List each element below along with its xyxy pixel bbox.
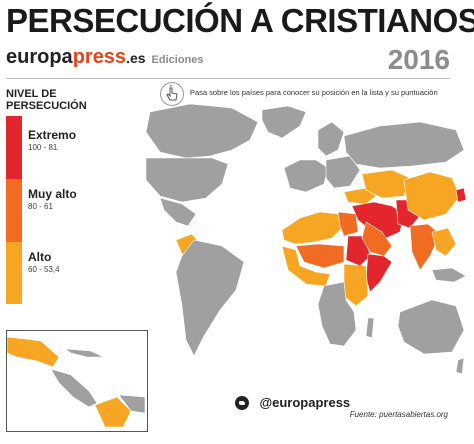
legend-item-very-high: Muy alto 80 - 61 [28, 187, 108, 211]
map-central-asia[interactable] [361, 169, 411, 199]
twitter-handle[interactable]: @europapress [235, 394, 350, 412]
brand-logo: europapress.es Ediciones [6, 46, 204, 69]
brand-part-3: .es [126, 50, 146, 66]
legend-swatch-high [6, 242, 22, 304]
header-divider [6, 78, 450, 79]
twitter-icon [235, 395, 249, 410]
legend-title-line-2: PERSECUCIÓN [6, 100, 87, 112]
map-western-europe[interactable] [283, 159, 329, 193]
twitter-text: @europapress [259, 395, 351, 411]
map-mexico[interactable] [159, 197, 197, 227]
map-west-africa[interactable] [281, 245, 331, 287]
legend-title-line-1: NIVEL DE [6, 88, 57, 100]
brand-sub: Ediciones [151, 54, 204, 66]
map-southeast-asia[interactable] [431, 227, 457, 257]
legend-label: Muy alto [28, 187, 77, 201]
page-title: PERSECUCIÓN A CRISTIANOS [6, 2, 474, 39]
map-canada[interactable] [145, 103, 259, 159]
legend-swatch-very-high [6, 179, 22, 242]
map-new-zealand[interactable] [455, 357, 465, 375]
map-middle-east-extreme[interactable] [351, 201, 405, 239]
brand-part-1: europa [6, 46, 73, 68]
map-scandinavia[interactable] [317, 121, 345, 157]
map-sahel[interactable] [295, 243, 345, 269]
map-indonesia[interactable] [431, 267, 467, 283]
central-america-inset[interactable] [6, 330, 148, 432]
inset-cuba[interactable] [63, 348, 104, 358]
hint-text: Pasa sobre los países para conocer su po… [190, 88, 438, 97]
map-turkey[interactable] [343, 187, 377, 205]
map-horn-of-africa[interactable] [365, 253, 393, 293]
map-east-africa[interactable] [343, 263, 369, 307]
legend-swatch-extreme [6, 116, 22, 179]
legend-range: 60 - 53,4 [28, 265, 60, 274]
map-australia[interactable] [397, 299, 465, 355]
inset-mexico[interactable] [6, 336, 60, 368]
legend-title: NIVEL DE PERSECUCIÓN [6, 88, 87, 112]
pointer-hand-icon [160, 82, 184, 106]
map-greenland[interactable] [261, 105, 307, 139]
legend-range: 80 - 61 [28, 202, 53, 211]
legend-label: Extremo [28, 128, 77, 142]
map-arabia[interactable] [361, 221, 393, 257]
map-north-africa-alto[interactable] [281, 211, 343, 245]
source-credit: Fuente: puertasabiertas.org [349, 410, 448, 419]
hover-hint: Pasa sobre los países para conocer su po… [160, 82, 460, 106]
map-usa[interactable] [145, 157, 229, 203]
map-china[interactable] [403, 171, 461, 221]
brand-part-2: press [72, 46, 127, 68]
legend-item-high: Alto 60 - 53,4 [28, 250, 108, 274]
inset-venezuela[interactable] [118, 394, 146, 414]
map-north-korea[interactable] [455, 187, 467, 203]
legend-range: 100 - 81 [28, 143, 58, 152]
map-russia[interactable] [343, 121, 465, 169]
map-south-america[interactable] [175, 239, 245, 357]
legend-item-extreme: Extremo 100 - 81 [28, 128, 108, 152]
map-egypt-libya[interactable] [337, 211, 359, 237]
year-label: 2016 [387, 44, 450, 75]
inset-central-america[interactable] [50, 368, 98, 408]
inset-colombia[interactable] [94, 396, 132, 428]
legend-label: Alto [28, 250, 52, 264]
map-madagascar[interactable] [365, 317, 375, 339]
map-central-africa[interactable] [317, 281, 357, 347]
